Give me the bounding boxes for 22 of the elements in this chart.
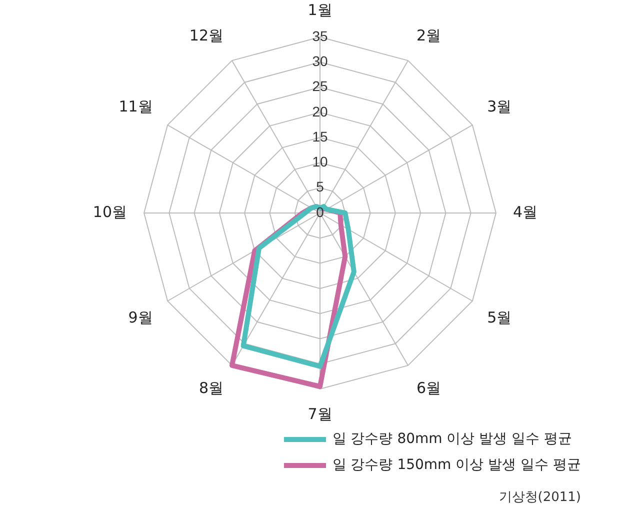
y-tick-label: 30 (312, 53, 328, 69)
legend-label: 일 강수량 150mm 이상 발생 일수 평균 (332, 456, 581, 474)
text: 기상청(2011) (498, 489, 581, 506)
y-tick-label: 5 (316, 178, 324, 195)
spoke-label: 1월 (308, 0, 332, 19)
spoke-label: 7월 (308, 404, 332, 423)
legend-label: 일 강수량 80mm 이상 발생 일수 평균 (332, 430, 572, 448)
spoke-label: 12월 (189, 26, 224, 45)
spoke-label: 6월 (416, 379, 442, 398)
spoke-label: 2월 (416, 26, 442, 45)
y-tick-label: 15 (312, 128, 328, 144)
spoke-label: 4월 (513, 202, 538, 221)
y-tick-label: 25 (312, 78, 328, 94)
spoke-label: 10월 (92, 202, 127, 221)
y-tick-label: 20 (312, 103, 328, 120)
spoke-label: 11월 (118, 97, 153, 116)
y-tick-label: 35 (312, 28, 328, 44)
spoke-label: 5월 (487, 308, 512, 326)
spoke-label: 9월 (128, 308, 153, 326)
spoke-label: 8월 (198, 379, 224, 398)
y-tick-label: 10 (312, 154, 328, 170)
spoke-label: 3월 (487, 97, 512, 116)
